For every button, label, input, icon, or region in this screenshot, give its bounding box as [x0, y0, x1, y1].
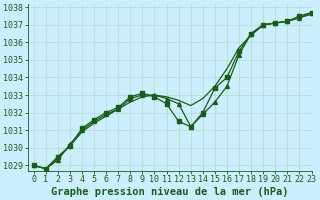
X-axis label: Graphe pression niveau de la mer (hPa): Graphe pression niveau de la mer (hPa) — [51, 186, 288, 197]
